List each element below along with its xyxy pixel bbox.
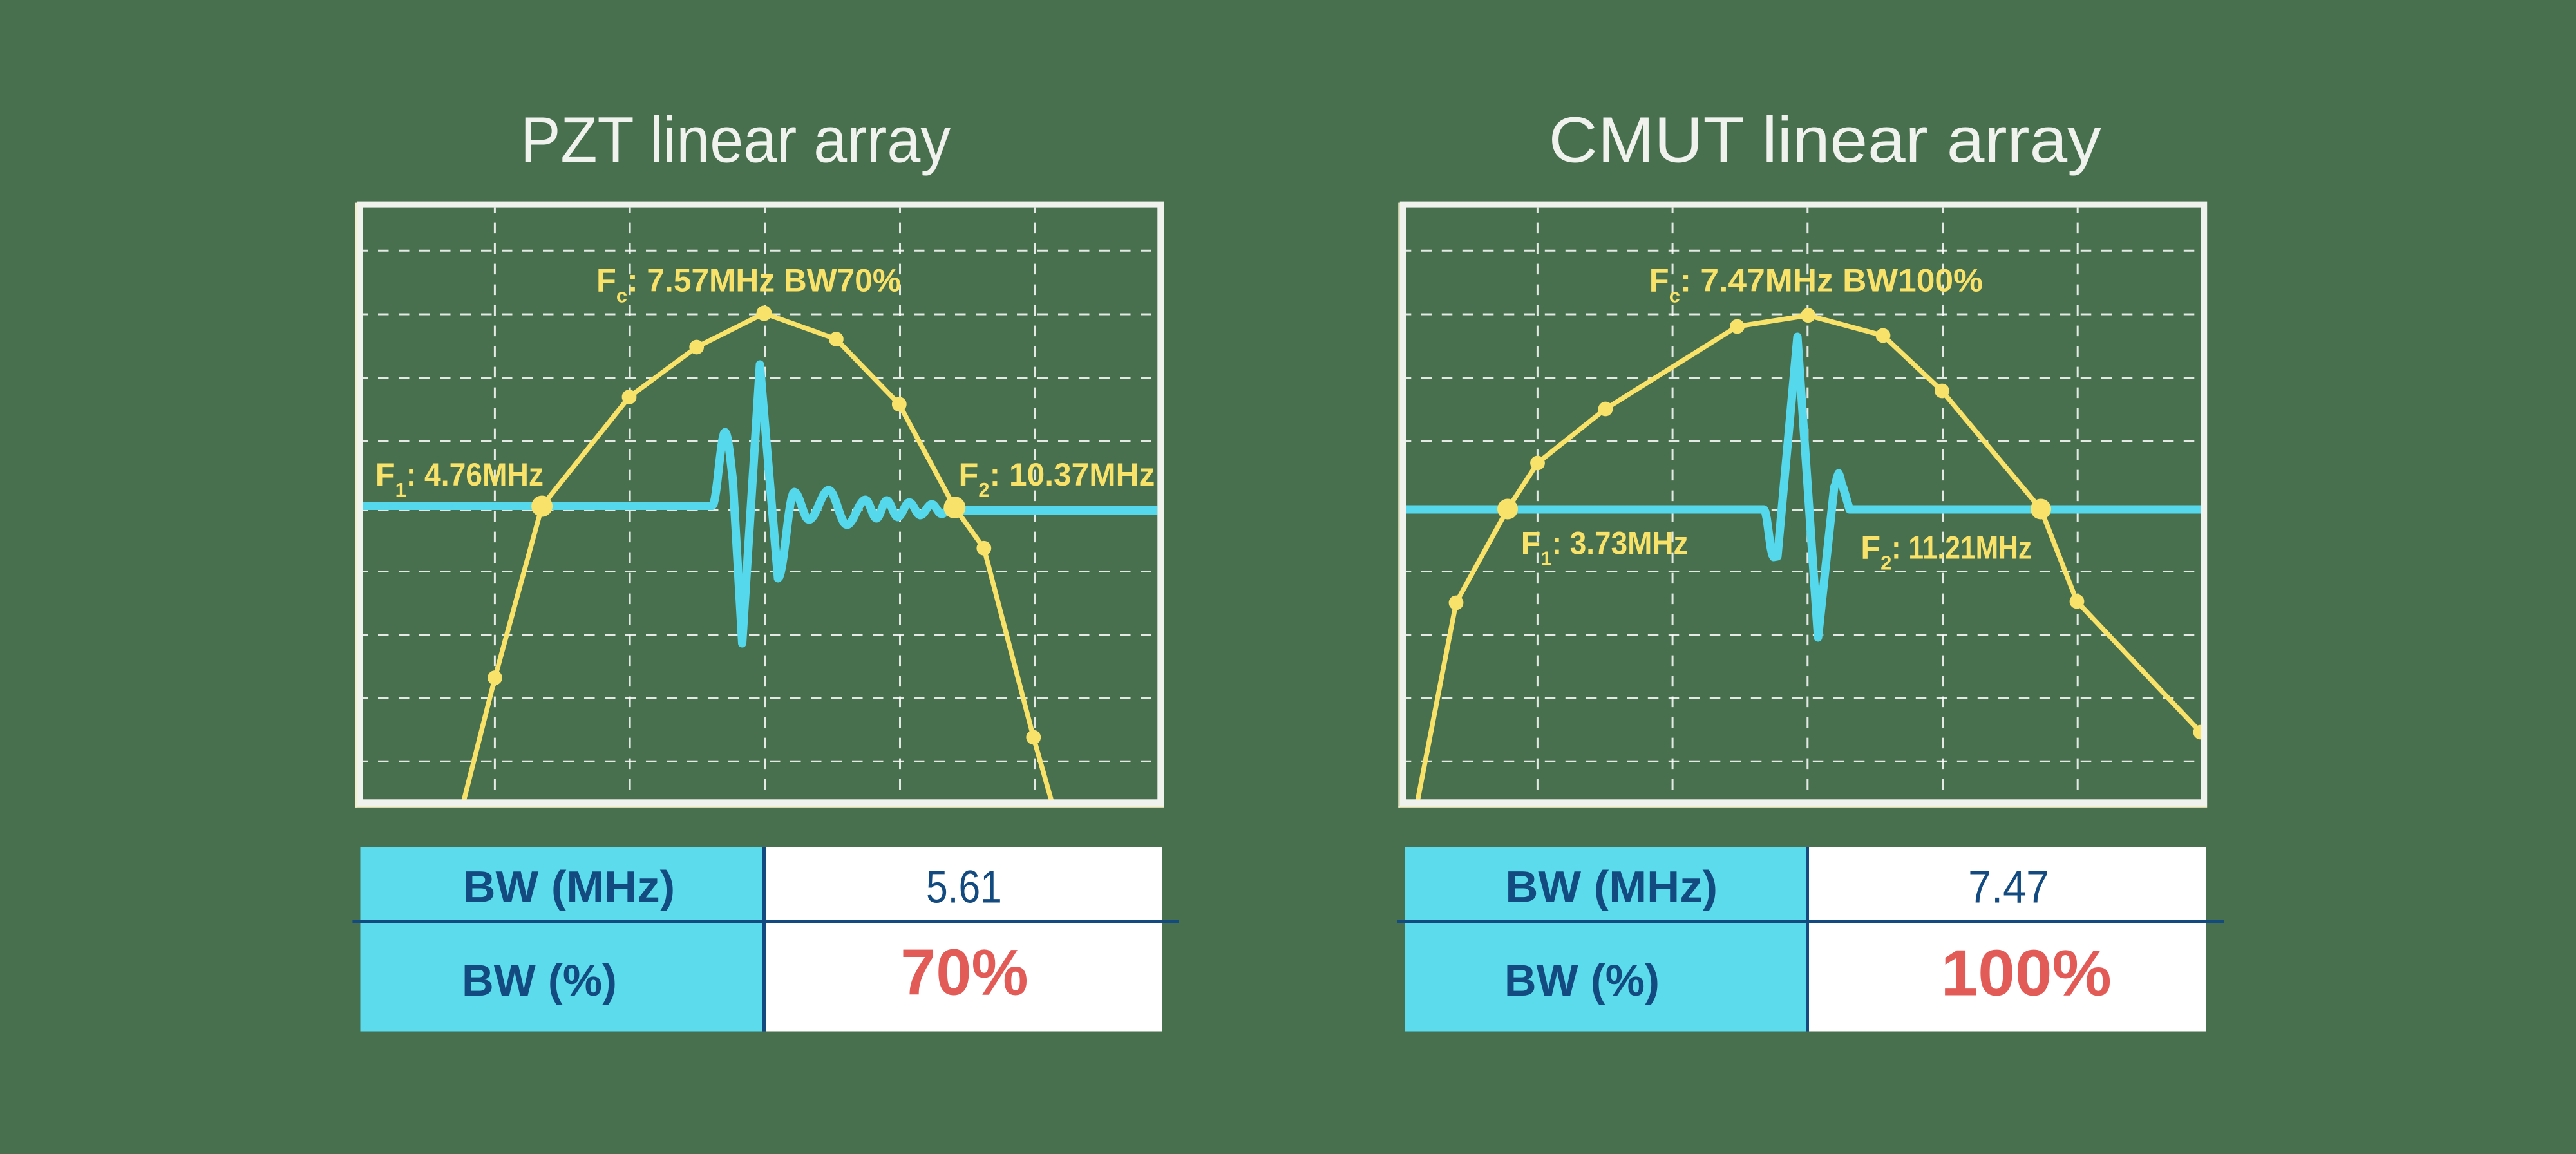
svg-text:F: F	[375, 456, 395, 493]
svg-text:70%: 70%	[900, 936, 1028, 1009]
svg-text:: 7.47MHz BW100%: : 7.47MHz BW100%	[1680, 262, 1983, 299]
svg-text:BW (MHz): BW (MHz)	[463, 862, 676, 912]
svg-text:F: F	[1521, 524, 1541, 561]
svg-text:: 3.73MHz: : 3.73MHz	[1552, 524, 1689, 561]
svg-text:2: 2	[978, 478, 989, 501]
svg-text:BW (%): BW (%)	[1504, 956, 1660, 1005]
svg-text:100%: 100%	[1941, 936, 2112, 1010]
svg-text:CMUT linear array: CMUT linear array	[1549, 104, 2101, 176]
svg-text:: 11.21MHz: : 11.21MHz	[1891, 529, 2032, 566]
svg-text:c: c	[616, 285, 627, 307]
svg-text:BW (MHz): BW (MHz)	[1505, 862, 1718, 912]
svg-text:1: 1	[1541, 547, 1552, 569]
svg-text:F: F	[959, 456, 979, 493]
svg-text:F: F	[1649, 262, 1669, 299]
svg-text:F: F	[1861, 529, 1880, 566]
svg-text:BW (%): BW (%)	[462, 956, 617, 1005]
svg-text:c: c	[1669, 285, 1680, 307]
svg-text:2: 2	[1880, 552, 1891, 574]
svg-text:: 4.76MHz: : 4.76MHz	[406, 456, 544, 493]
svg-text:7.47: 7.47	[1968, 862, 2049, 913]
svg-text:PZT linear array: PZT linear array	[520, 104, 951, 176]
svg-text:: 7.57MHz BW70%: : 7.57MHz BW70%	[627, 262, 901, 299]
svg-text:5.61: 5.61	[926, 862, 1002, 913]
svg-text:F: F	[596, 262, 616, 299]
svg-text:: 10.37MHz: : 10.37MHz	[990, 456, 1155, 493]
svg-text:1: 1	[395, 478, 406, 501]
